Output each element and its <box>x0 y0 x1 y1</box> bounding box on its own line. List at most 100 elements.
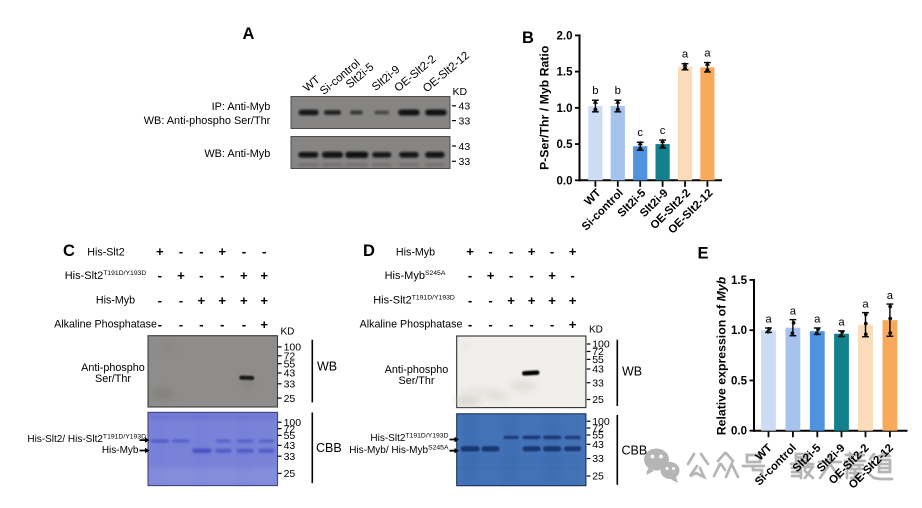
svg-text:-: - <box>220 317 224 332</box>
svg-text:+: + <box>528 293 536 308</box>
svg-text:-: - <box>220 268 224 283</box>
svg-text:+: + <box>197 293 205 308</box>
svg-text:a: a <box>862 298 869 310</box>
svg-text:D: D <box>363 242 375 260</box>
svg-text:+: + <box>218 293 226 308</box>
svg-text:KD: KD <box>589 325 603 336</box>
svg-text:WB: WB <box>317 360 337 374</box>
svg-text:c: c <box>637 127 643 139</box>
svg-text:100: 100 <box>592 339 610 351</box>
svg-text:1.0: 1.0 <box>557 103 573 115</box>
svg-text:-: - <box>509 244 513 259</box>
svg-text:43: 43 <box>592 364 604 376</box>
svg-text:1.5: 1.5 <box>557 67 574 79</box>
svg-text:WB: Anti-Myb: WB: Anti-Myb <box>204 148 270 160</box>
svg-text:WB: Anti-phospho Ser/Thr: WB: Anti-phospho Ser/Thr <box>144 115 271 127</box>
svg-text:KD: KD <box>453 86 468 98</box>
svg-text:A: A <box>243 25 255 43</box>
svg-text:+: + <box>260 293 268 308</box>
svg-text:a: a <box>790 305 797 317</box>
svg-text:25: 25 <box>284 468 296 480</box>
svg-text:-: - <box>488 293 492 308</box>
svg-text:His-Myb: His-Myb <box>102 445 139 456</box>
svg-text:His-Myb: His-Myb <box>96 295 135 307</box>
svg-text:-: - <box>158 293 162 308</box>
svg-text:25: 25 <box>592 394 604 406</box>
svg-text:-: - <box>509 268 513 283</box>
svg-text:72: 72 <box>284 351 296 363</box>
svg-text:33: 33 <box>592 453 604 465</box>
svg-text:-: - <box>468 268 472 283</box>
svg-text:E: E <box>698 245 709 263</box>
svg-text:+: + <box>177 268 185 283</box>
svg-text:43: 43 <box>459 141 471 153</box>
svg-text:Ser/Thr: Ser/Thr <box>399 375 435 387</box>
svg-text:+: + <box>156 244 164 259</box>
svg-text:25: 25 <box>592 471 604 483</box>
svg-text:His-Slt2: His-Slt2 <box>87 246 124 258</box>
svg-text:KD: KD <box>281 327 295 338</box>
svg-text:IP: Anti-Myb: IP: Anti-Myb <box>212 101 271 113</box>
svg-text:55: 55 <box>284 430 296 442</box>
svg-text:b: b <box>592 85 598 97</box>
svg-text:a: a <box>765 314 772 326</box>
svg-text:Relative expression of Myb: Relative expression of Myb <box>715 276 729 435</box>
svg-text:Ser/Thr: Ser/Thr <box>95 373 131 385</box>
svg-text:33: 33 <box>284 379 296 391</box>
svg-text:-: - <box>529 268 533 283</box>
svg-text:+: + <box>569 293 577 308</box>
svg-text:-: - <box>570 268 574 283</box>
svg-text:-: - <box>509 317 513 332</box>
svg-text:2.0: 2.0 <box>557 30 573 42</box>
svg-text:33: 33 <box>459 115 471 127</box>
svg-text:+: + <box>260 268 268 283</box>
svg-text:-: - <box>488 317 492 332</box>
svg-text:+: + <box>466 244 474 259</box>
svg-text:Alkaline Phosphatase: Alkaline Phosphatase <box>54 319 157 331</box>
svg-text:His-Myb/ His-MybS245A: His-Myb/ His-MybS245A <box>349 444 449 456</box>
svg-text:0.0: 0.0 <box>731 426 747 438</box>
svg-text:72: 72 <box>592 346 604 358</box>
svg-text:WB: WB <box>622 365 642 379</box>
svg-text:55: 55 <box>592 430 604 442</box>
svg-text:a: a <box>814 314 821 326</box>
svg-text:-: - <box>468 317 472 332</box>
svg-text:1.0: 1.0 <box>731 325 747 337</box>
svg-text:-: - <box>550 244 554 259</box>
svg-text:-: - <box>199 317 203 332</box>
svg-text:-: - <box>179 317 183 332</box>
svg-text:c: c <box>660 125 666 137</box>
svg-text:+: + <box>240 293 248 308</box>
svg-text:-: - <box>158 268 162 283</box>
svg-text:a: a <box>682 48 689 60</box>
svg-text:+: + <box>260 317 268 332</box>
svg-text:1.5: 1.5 <box>731 275 748 287</box>
svg-text:-: - <box>242 244 246 259</box>
svg-text:43: 43 <box>459 101 471 113</box>
svg-text:+: + <box>528 244 536 259</box>
svg-text:0.5: 0.5 <box>731 375 748 387</box>
svg-text:Anti-phospho: Anti-phospho <box>385 364 449 376</box>
svg-text:CBB: CBB <box>316 441 342 455</box>
svg-text:-: - <box>179 293 183 308</box>
svg-text:55: 55 <box>592 354 604 366</box>
svg-text:-: - <box>179 244 183 259</box>
svg-text:-: - <box>262 244 266 259</box>
svg-text:-: - <box>550 317 554 332</box>
svg-text:-: - <box>199 244 203 259</box>
svg-text:His-Slt2/ His-Slt2T191D/Y193D: His-Slt2/ His-Slt2T191D/Y193D <box>27 434 146 446</box>
svg-text:His-Slt2T191D/Y193D: His-Slt2T191D/Y193D <box>370 433 448 445</box>
svg-text:B: B <box>522 29 534 47</box>
svg-text:100: 100 <box>284 342 302 354</box>
svg-text:Anti-phospho: Anti-phospho <box>81 362 145 374</box>
svg-text:+: + <box>487 268 495 283</box>
svg-text:-: - <box>242 317 246 332</box>
svg-text:72: 72 <box>592 423 604 435</box>
svg-text:+: + <box>569 317 577 332</box>
svg-text:33: 33 <box>459 156 471 168</box>
svg-text:+: + <box>548 293 556 308</box>
svg-text:His-Myb: His-Myb <box>396 246 435 258</box>
svg-text:a: a <box>838 317 845 329</box>
svg-text:+: + <box>548 268 556 283</box>
svg-text:-: - <box>158 317 162 332</box>
